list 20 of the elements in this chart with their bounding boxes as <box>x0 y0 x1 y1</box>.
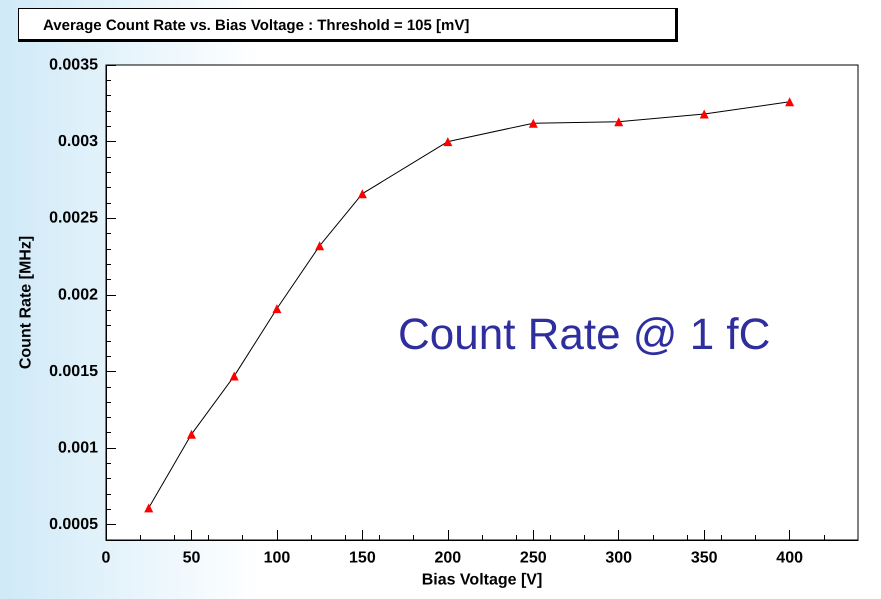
y-tick-label: 0.002 <box>58 286 98 304</box>
x-tick-label: 0 <box>102 550 111 566</box>
y-tick-label: 0.0025 <box>49 210 98 227</box>
x-axis-title: Bias Voltage [V] <box>422 572 542 588</box>
x-tick-label: 350 <box>690 550 718 566</box>
y-tick-label: 0.0015 <box>49 362 98 380</box>
y-tick-label: 0.0005 <box>49 516 98 534</box>
annotation: Count Rate @ 1 fC <box>398 310 770 360</box>
x-tick-label: 150 <box>349 550 376 566</box>
y-axis-title: Count Rate [MHz] <box>18 236 34 370</box>
y-tick-label: 0.0035 <box>49 56 98 74</box>
y-tick-label: 0.003 <box>58 133 98 150</box>
x-tick-label: 400 <box>776 550 804 566</box>
x-tick-label: 100 <box>264 550 290 566</box>
x-tick-label: 200 <box>434 550 462 566</box>
y-tick-label: 0.001 <box>58 440 98 457</box>
x-tick-label: 250 <box>520 550 547 566</box>
x-tick-label: 300 <box>605 550 632 566</box>
chart-title: Average Count Rate vs. Bias Voltage : Threshold = 105 [mV] <box>18 8 678 42</box>
x-tick-label: 50 <box>182 550 200 566</box>
